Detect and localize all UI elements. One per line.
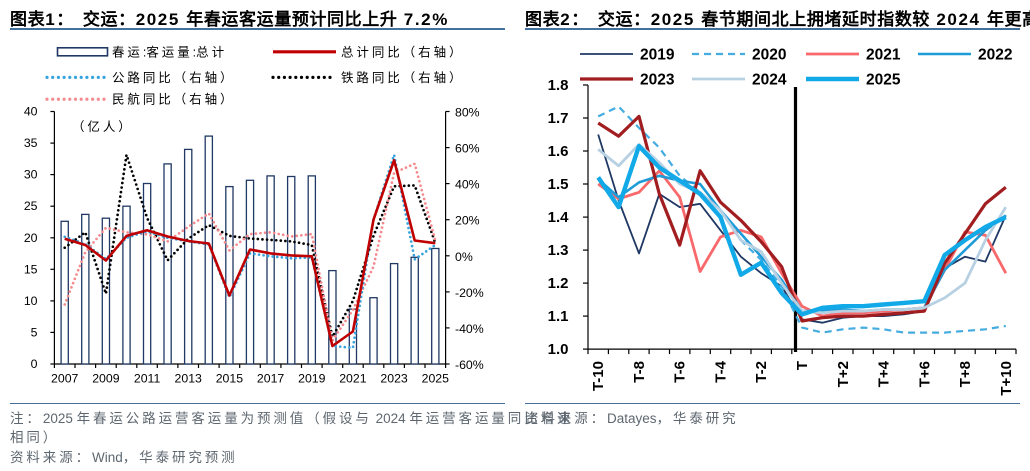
svg-text:1.1: 1.1 <box>548 308 569 325</box>
svg-text:2024: 2024 <box>752 72 787 89</box>
svg-text:2019: 2019 <box>298 372 326 386</box>
svg-text:2020: 2020 <box>752 47 786 64</box>
svg-text:2007: 2007 <box>51 372 79 386</box>
svg-text:2017: 2017 <box>257 372 285 386</box>
svg-text:35: 35 <box>24 136 38 150</box>
svg-text:20: 20 <box>24 231 38 245</box>
svg-text:春运:客运量:总计: 春运:客运量:总计 <box>112 44 227 59</box>
svg-text:0%: 0% <box>455 250 473 264</box>
svg-text:2019: 2019 <box>640 47 675 64</box>
svg-text:25: 25 <box>24 199 38 213</box>
svg-text:T+8: T+8 <box>957 361 974 387</box>
svg-text:5: 5 <box>31 325 38 339</box>
svg-text:T: T <box>794 361 811 370</box>
svg-text:1.4: 1.4 <box>548 209 570 226</box>
svg-text:T+10: T+10 <box>998 361 1015 396</box>
svg-text:60%: 60% <box>455 142 480 156</box>
svg-text:2013: 2013 <box>175 372 203 386</box>
svg-text:T+2: T+2 <box>835 361 852 387</box>
svg-text:1.2: 1.2 <box>548 275 569 292</box>
svg-text:1.7: 1.7 <box>548 110 569 127</box>
svg-text:T-10: T-10 <box>590 361 607 391</box>
svg-text:2025: 2025 <box>866 72 901 89</box>
svg-text:40: 40 <box>24 105 38 119</box>
svg-text:20%: 20% <box>455 214 480 228</box>
svg-text:2023: 2023 <box>380 372 408 386</box>
svg-text:（亿人）: （亿人） <box>72 119 134 134</box>
svg-text:-20%: -20% <box>455 286 484 300</box>
svg-text:民航同比（右轴）: 民航同比（右轴） <box>112 92 235 107</box>
svg-text:2025: 2025 <box>422 372 450 386</box>
svg-text:40%: 40% <box>455 178 480 192</box>
svg-text:T-6: T-6 <box>672 361 689 383</box>
svg-text:30: 30 <box>24 168 38 182</box>
svg-text:15: 15 <box>24 262 38 276</box>
svg-text:2021: 2021 <box>866 47 901 64</box>
svg-text:1.6: 1.6 <box>548 143 569 160</box>
svg-text:T-4: T-4 <box>713 360 730 382</box>
svg-text:1.3: 1.3 <box>548 242 569 259</box>
svg-text:T-8: T-8 <box>631 361 648 383</box>
svg-text:2023: 2023 <box>640 72 675 89</box>
svg-text:1.0: 1.0 <box>548 341 569 358</box>
svg-text:80%: 80% <box>455 106 480 120</box>
svg-text:1.8: 1.8 <box>548 77 569 94</box>
svg-text:公路同比（右轴）: 公路同比（右轴） <box>112 70 235 85</box>
svg-text:铁路同比（右轴）: 铁路同比（右轴） <box>341 70 464 85</box>
svg-text:-60%: -60% <box>455 358 484 372</box>
svg-text:0: 0 <box>31 357 38 371</box>
svg-text:T-2: T-2 <box>753 361 770 383</box>
svg-text:2021: 2021 <box>339 372 367 386</box>
svg-text:T+6: T+6 <box>916 361 933 387</box>
svg-text:2009: 2009 <box>92 372 120 386</box>
svg-text:1.5: 1.5 <box>548 176 569 193</box>
svg-text:T+4: T+4 <box>876 360 893 387</box>
svg-text:2022: 2022 <box>978 47 1012 64</box>
svg-text:总计同比（右轴）: 总计同比（右轴） <box>341 44 464 59</box>
svg-text:2011: 2011 <box>134 372 161 386</box>
svg-text:10: 10 <box>24 294 38 308</box>
svg-text:-40%: -40% <box>455 322 484 336</box>
svg-text:2015: 2015 <box>216 372 244 386</box>
